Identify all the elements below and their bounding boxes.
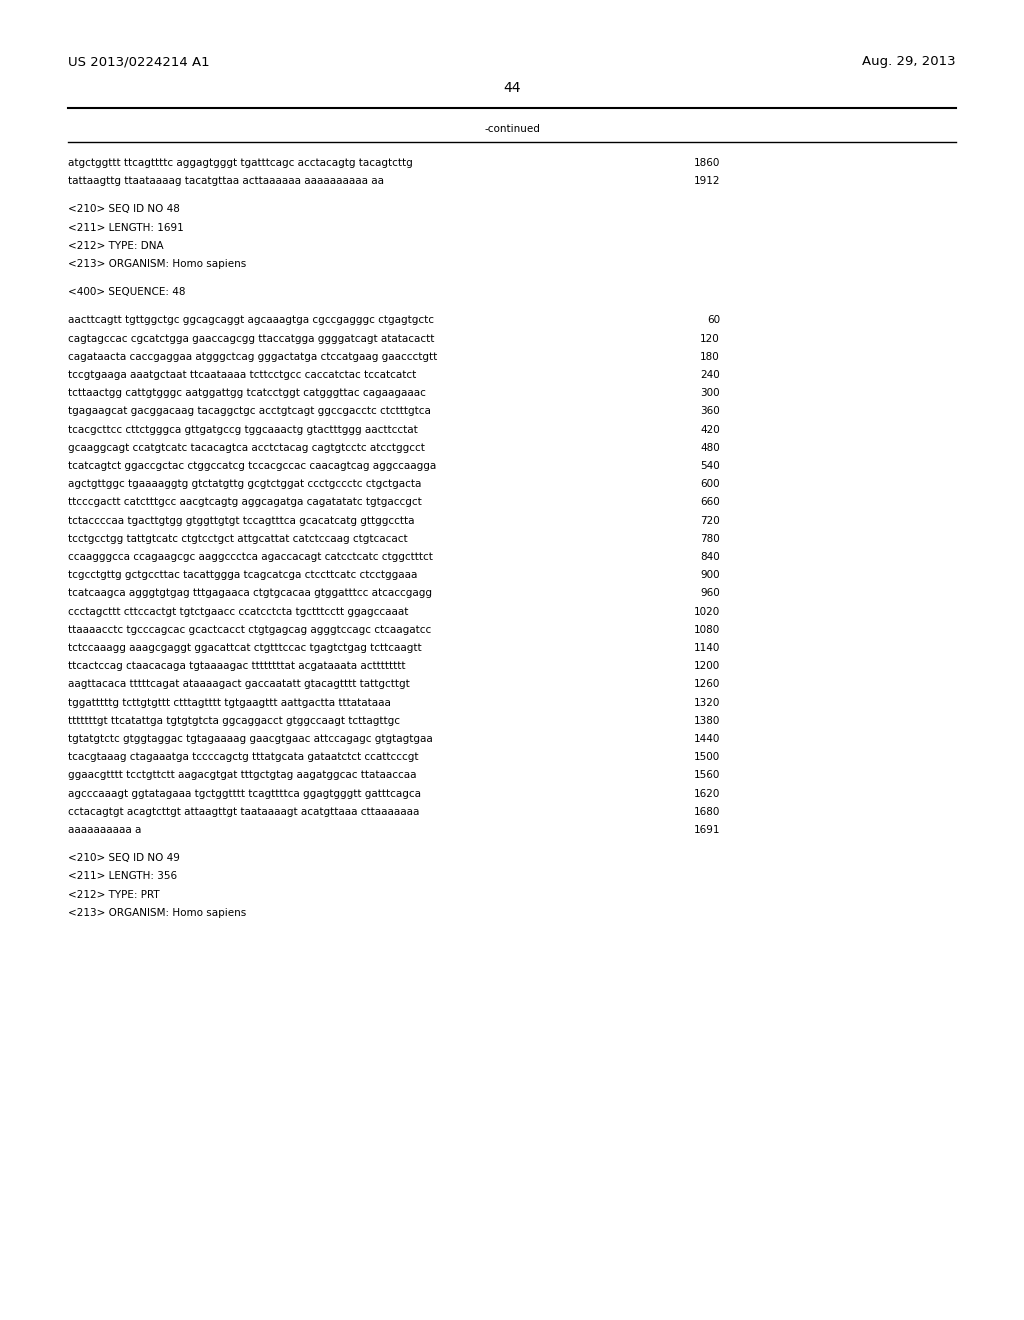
Text: 600: 600	[700, 479, 720, 490]
Text: tcatcaagca agggtgtgag tttgagaaca ctgtgcacaa gtggatttcc atcaccgagg: tcatcaagca agggtgtgag tttgagaaca ctgtgca…	[68, 589, 432, 598]
Text: cctacagtgt acagtcttgt attaagttgt taataaaagt acatgttaaa cttaaaaaaa: cctacagtgt acagtcttgt attaagttgt taataaa…	[68, 807, 420, 817]
Text: <211> LENGTH: 1691: <211> LENGTH: 1691	[68, 223, 183, 232]
Text: 1080: 1080	[693, 624, 720, 635]
Text: tgtatgtctc gtggtaggac tgtagaaaag gaacgtgaac attccagagc gtgtagtgaa: tgtatgtctc gtggtaggac tgtagaaaag gaacgtg…	[68, 734, 433, 744]
Text: 960: 960	[700, 589, 720, 598]
Text: 240: 240	[700, 370, 720, 380]
Text: 1200: 1200	[693, 661, 720, 671]
Text: aaaaaaaaaa a: aaaaaaaaaa a	[68, 825, 141, 836]
Text: 180: 180	[700, 352, 720, 362]
Text: 44: 44	[503, 81, 521, 95]
Text: US 2013/0224214 A1: US 2013/0224214 A1	[68, 55, 210, 69]
Text: aacttcagtt tgttggctgc ggcagcaggt agcaaagtga cgccgagggc ctgagtgctc: aacttcagtt tgttggctgc ggcagcaggt agcaaag…	[68, 315, 434, 326]
Text: tctaccccaa tgacttgtgg gtggttgtgt tccagtttca gcacatcatg gttggcctta: tctaccccaa tgacttgtgg gtggttgtgt tccagtt…	[68, 516, 415, 525]
Text: tggatttttg tcttgtgttt ctttagtttt tgtgaagttt aattgactta tttatataaa: tggatttttg tcttgtgttt ctttagtttt tgtgaag…	[68, 697, 391, 708]
Text: 1560: 1560	[693, 771, 720, 780]
Text: 360: 360	[700, 407, 720, 416]
Text: 60: 60	[707, 315, 720, 326]
Text: 1691: 1691	[693, 825, 720, 836]
Text: 300: 300	[700, 388, 720, 399]
Text: aagttacaca tttttcagat ataaaagact gaccaatatt gtacagtttt tattgcttgt: aagttacaca tttttcagat ataaaagact gaccaat…	[68, 680, 410, 689]
Text: 780: 780	[700, 533, 720, 544]
Text: 1260: 1260	[693, 680, 720, 689]
Text: 1020: 1020	[693, 607, 720, 616]
Text: 1320: 1320	[693, 697, 720, 708]
Text: tcgcctgttg gctgccttac tacattggga tcagcatcga ctccttcatc ctcctggaaa: tcgcctgttg gctgccttac tacattggga tcagcat…	[68, 570, 418, 581]
Text: <210> SEQ ID NO 48: <210> SEQ ID NO 48	[68, 205, 180, 214]
Text: <212> TYPE: DNA: <212> TYPE: DNA	[68, 240, 164, 251]
Text: 1380: 1380	[693, 715, 720, 726]
Text: 1912: 1912	[693, 176, 720, 186]
Text: tctccaaagg aaagcgaggt ggacattcat ctgtttccac tgagtctgag tcttcaagtt: tctccaaagg aaagcgaggt ggacattcat ctgtttc…	[68, 643, 422, 653]
Text: agctgttggc tgaaaaggtg gtctatgttg gcgtctggat ccctgccctc ctgctgacta: agctgttggc tgaaaaggtg gtctatgttg gcgtctg…	[68, 479, 421, 490]
Text: cagtagccac cgcatctgga gaaccagcgg ttaccatgga ggggatcagt atatacactt: cagtagccac cgcatctgga gaaccagcgg ttaccat…	[68, 334, 434, 343]
Text: ccctagcttt cttccactgt tgtctgaacc ccatcctcta tgctttcctt ggagccaaat: ccctagcttt cttccactgt tgtctgaacc ccatcct…	[68, 607, 409, 616]
Text: ccaagggcca ccagaagcgc aaggccctca agaccacagt catcctcatc ctggctttct: ccaagggcca ccagaagcgc aaggccctca agaccac…	[68, 552, 433, 562]
Text: Aug. 29, 2013: Aug. 29, 2013	[862, 55, 956, 69]
Text: 540: 540	[700, 461, 720, 471]
Text: ggaacgtttt tcctgttctt aagacgtgat tttgctgtag aagatggcac ttataaccaa: ggaacgtttt tcctgttctt aagacgtgat tttgctg…	[68, 771, 417, 780]
Text: ttaaaacctc tgcccagcac gcactcacct ctgtgagcag agggtccagc ctcaagatcc: ttaaaacctc tgcccagcac gcactcacct ctgtgag…	[68, 624, 431, 635]
Text: <213> ORGANISM: Homo sapiens: <213> ORGANISM: Homo sapiens	[68, 908, 246, 917]
Text: 120: 120	[700, 334, 720, 343]
Text: <400> SEQUENCE: 48: <400> SEQUENCE: 48	[68, 288, 185, 297]
Text: 1680: 1680	[693, 807, 720, 817]
Text: tttttttgt ttcatattga tgtgtgtcta ggcaggacct gtggccaagt tcttagttgc: tttttttgt ttcatattga tgtgtgtcta ggcaggac…	[68, 715, 400, 726]
Text: 1500: 1500	[693, 752, 720, 762]
Text: 900: 900	[700, 570, 720, 581]
Text: <211> LENGTH: 356: <211> LENGTH: 356	[68, 871, 177, 882]
Text: <212> TYPE: PRT: <212> TYPE: PRT	[68, 890, 160, 900]
Text: tcttaactgg cattgtgggc aatggattgg tcatcctggt catgggttac cagaagaaac: tcttaactgg cattgtgggc aatggattgg tcatcct…	[68, 388, 426, 399]
Text: cagataacta caccgaggaa atgggctcag gggactatga ctccatgaag gaaccctgtt: cagataacta caccgaggaa atgggctcag gggacta…	[68, 352, 437, 362]
Text: 420: 420	[700, 425, 720, 434]
Text: 840: 840	[700, 552, 720, 562]
Text: -continued: -continued	[484, 124, 540, 135]
Text: 720: 720	[700, 516, 720, 525]
Text: 480: 480	[700, 442, 720, 453]
Text: tcacgtaaag ctagaaatga tccccagctg tttatgcata gataatctct ccattcccgt: tcacgtaaag ctagaaatga tccccagctg tttatgc…	[68, 752, 419, 762]
Text: atgctggttt ttcagttttc aggagtgggt tgatttcagc acctacagtg tacagtcttg: atgctggttt ttcagttttc aggagtgggt tgatttc…	[68, 158, 413, 168]
Text: <213> ORGANISM: Homo sapiens: <213> ORGANISM: Homo sapiens	[68, 259, 246, 269]
Text: tcacgcttcc cttctgggca gttgatgccg tggcaaactg gtactttggg aacttcctat: tcacgcttcc cttctgggca gttgatgccg tggcaaa…	[68, 425, 418, 434]
Text: agcccaaagt ggtatagaaa tgctggtttt tcagttttca ggagtgggtt gatttcagca: agcccaaagt ggtatagaaa tgctggtttt tcagttt…	[68, 788, 421, 799]
Text: ttcactccag ctaacacaga tgtaaaagac ttttttttat acgataaata actttttttt: ttcactccag ctaacacaga tgtaaaagac ttttttt…	[68, 661, 406, 671]
Text: tccgtgaaga aaatgctaat ttcaataaaa tcttcctgcc caccatctac tccatcatct: tccgtgaaga aaatgctaat ttcaataaaa tcttcct…	[68, 370, 416, 380]
Text: ttcccgactt catctttgcc aacgtcagtg aggcagatga cagatatatc tgtgaccgct: ttcccgactt catctttgcc aacgtcagtg aggcaga…	[68, 498, 422, 507]
Text: 1140: 1140	[693, 643, 720, 653]
Text: <210> SEQ ID NO 49: <210> SEQ ID NO 49	[68, 853, 180, 863]
Text: tcatcagtct ggaccgctac ctggccatcg tccacgccac caacagtcag aggccaagga: tcatcagtct ggaccgctac ctggccatcg tccacgc…	[68, 461, 436, 471]
Text: tcctgcctgg tattgtcatc ctgtcctgct attgcattat catctccaag ctgtcacact: tcctgcctgg tattgtcatc ctgtcctgct attgcat…	[68, 533, 408, 544]
Text: tgagaagcat gacggacaag tacaggctgc acctgtcagt ggccgacctc ctctttgtca: tgagaagcat gacggacaag tacaggctgc acctgtc…	[68, 407, 431, 416]
Text: 1620: 1620	[693, 788, 720, 799]
Text: 660: 660	[700, 498, 720, 507]
Text: gcaaggcagt ccatgtcatc tacacagtca acctctacag cagtgtcctc atcctggcct: gcaaggcagt ccatgtcatc tacacagtca acctcta…	[68, 442, 425, 453]
Text: 1860: 1860	[693, 158, 720, 168]
Text: 1440: 1440	[693, 734, 720, 744]
Text: tattaagttg ttaataaaag tacatgttaa acttaaaaaa aaaaaaaaaa aa: tattaagttg ttaataaaag tacatgttaa acttaaa…	[68, 176, 384, 186]
